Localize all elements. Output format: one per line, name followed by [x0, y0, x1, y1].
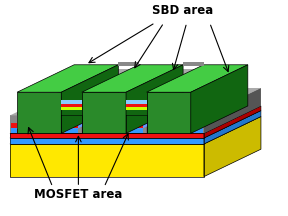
Polygon shape — [191, 115, 204, 133]
Polygon shape — [61, 100, 82, 104]
Polygon shape — [10, 88, 74, 115]
Polygon shape — [11, 123, 17, 128]
Polygon shape — [128, 121, 145, 123]
Polygon shape — [10, 144, 204, 177]
Polygon shape — [61, 96, 82, 113]
Polygon shape — [65, 101, 135, 128]
Polygon shape — [17, 92, 61, 133]
Polygon shape — [147, 69, 204, 113]
Polygon shape — [82, 88, 139, 133]
Polygon shape — [130, 128, 143, 133]
Polygon shape — [17, 65, 118, 92]
Polygon shape — [82, 69, 139, 113]
Polygon shape — [204, 116, 261, 177]
Polygon shape — [10, 111, 261, 138]
Polygon shape — [61, 107, 82, 110]
Polygon shape — [10, 115, 17, 133]
Polygon shape — [191, 65, 248, 133]
Polygon shape — [126, 69, 204, 96]
Polygon shape — [126, 100, 147, 104]
Polygon shape — [191, 88, 261, 115]
Polygon shape — [82, 65, 183, 92]
Polygon shape — [147, 92, 191, 133]
Polygon shape — [130, 95, 200, 123]
Polygon shape — [126, 96, 147, 113]
Polygon shape — [65, 123, 78, 128]
Polygon shape — [147, 65, 248, 92]
Polygon shape — [130, 101, 200, 128]
Polygon shape — [118, 62, 139, 66]
Polygon shape — [65, 95, 135, 123]
Polygon shape — [147, 88, 204, 133]
Polygon shape — [10, 106, 261, 133]
Polygon shape — [11, 128, 17, 133]
Polygon shape — [10, 133, 204, 138]
Polygon shape — [61, 69, 139, 96]
Polygon shape — [204, 88, 261, 133]
Polygon shape — [126, 65, 183, 133]
Polygon shape — [183, 62, 204, 66]
Polygon shape — [63, 93, 137, 121]
Polygon shape — [63, 121, 80, 123]
Polygon shape — [130, 123, 143, 128]
Polygon shape — [126, 115, 147, 133]
Polygon shape — [126, 104, 147, 107]
Polygon shape — [126, 107, 147, 110]
Text: MOSFET area: MOSFET area — [34, 188, 123, 201]
Polygon shape — [204, 106, 261, 138]
Polygon shape — [61, 115, 82, 133]
Polygon shape — [191, 123, 202, 128]
Polygon shape — [204, 111, 261, 144]
Text: SBD area: SBD area — [152, 4, 213, 17]
Polygon shape — [65, 128, 78, 133]
Polygon shape — [61, 104, 82, 107]
Polygon shape — [128, 93, 202, 121]
Polygon shape — [191, 128, 202, 133]
Polygon shape — [61, 65, 118, 133]
Polygon shape — [10, 138, 204, 144]
Polygon shape — [10, 116, 261, 144]
Polygon shape — [61, 88, 139, 115]
Polygon shape — [126, 88, 204, 115]
Polygon shape — [82, 92, 126, 133]
